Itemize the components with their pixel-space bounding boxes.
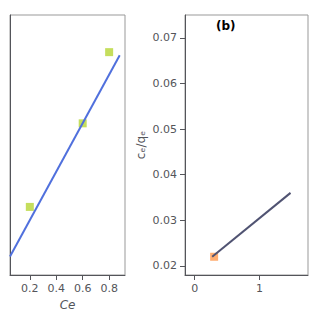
svg-text:0.02: 0.02 xyxy=(153,259,178,272)
svg-text:0.06: 0.06 xyxy=(153,77,178,90)
svg-text:1: 1 xyxy=(256,282,263,295)
svg-text:0.2: 0.2 xyxy=(21,282,38,295)
svg-text:0.6: 0.6 xyxy=(74,282,92,295)
svg-text:0.4: 0.4 xyxy=(48,282,66,295)
svg-text:0.04: 0.04 xyxy=(153,168,178,181)
svg-text:(b): (b) xyxy=(216,19,236,33)
svg-text:0.05: 0.05 xyxy=(153,123,178,136)
svg-text:0.03: 0.03 xyxy=(153,214,178,227)
svg-text:0.8: 0.8 xyxy=(100,282,118,295)
svg-text:cₑ/qₑ: cₑ/qₑ xyxy=(134,131,148,159)
svg-text:0.07: 0.07 xyxy=(153,31,178,44)
svg-text:0: 0 xyxy=(191,282,198,295)
svg-text:Ce: Ce xyxy=(60,298,76,312)
